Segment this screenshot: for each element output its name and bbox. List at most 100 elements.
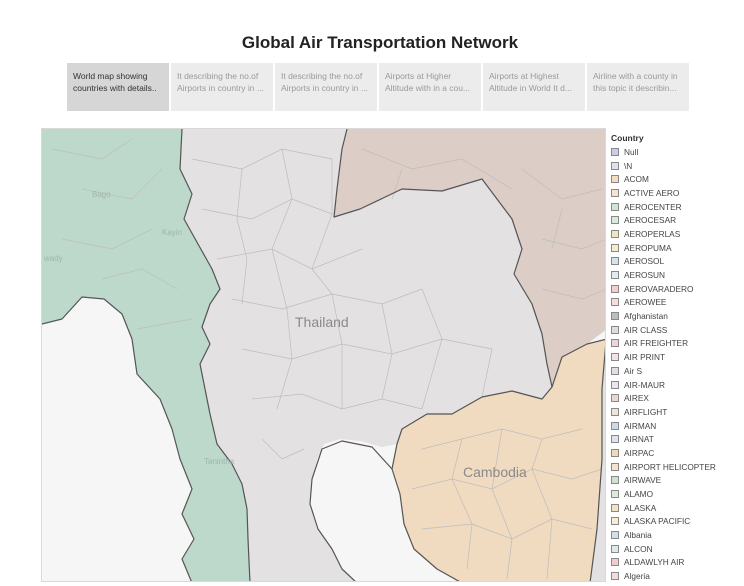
legend-item[interactable]: ALCON: [611, 542, 741, 556]
legend-item[interactable]: ALASKA PACIFIC: [611, 515, 741, 529]
legend-label: ACOM: [624, 174, 649, 185]
legend-title: Country: [611, 133, 644, 143]
legend-swatch: [611, 366, 619, 375]
legend-item[interactable]: ALDAWLYH AIR: [611, 556, 741, 570]
tab-airports-count-2[interactable]: It describing the no.of Airports in coun…: [275, 63, 377, 111]
legend-swatch: [611, 380, 619, 389]
legend-item[interactable]: Null: [611, 145, 741, 159]
legend-item[interactable]: ACOM: [611, 172, 741, 186]
region-vietnam: [590, 353, 605, 581]
legend-label: Afghanistan: [624, 311, 668, 322]
legend-swatch: [611, 202, 619, 211]
tab-line: Altitude in World It d...: [489, 83, 572, 93]
tab-higher-altitude[interactable]: Airports at Higher Altitude with in a co…: [379, 63, 481, 111]
legend-item[interactable]: AIREX: [611, 391, 741, 405]
tab-line: Airports at Highest: [489, 71, 559, 81]
legend-item[interactable]: AEROVARADERO: [611, 282, 741, 296]
legend-label: AEROCESAR: [624, 215, 677, 226]
legend-swatch: [611, 353, 619, 362]
tab-airline-country[interactable]: Airline with a county in this topic it d…: [587, 63, 689, 111]
legend-item[interactable]: AEROSOL: [611, 255, 741, 269]
province-borders: [51, 138, 605, 580]
tab-world-map[interactable]: World map showing countries with details…: [67, 63, 169, 111]
legend-label: AEROVARADERO: [624, 283, 694, 294]
legend-label: AEROWEE: [624, 297, 667, 308]
legend-item[interactable]: Albania: [611, 528, 741, 542]
legend-label: AIR FREIGHTER: [624, 338, 689, 349]
legend-swatch: [611, 257, 619, 266]
label-bago: Bago: [92, 190, 111, 199]
legend-label: ALCON: [624, 543, 653, 554]
legend-item[interactable]: ACTIVE AERO: [611, 186, 741, 200]
legend-swatch: [611, 462, 619, 471]
label-thailand: Thailand: [295, 314, 349, 330]
legend-label: AIRPORT HELICOPTER: [624, 461, 716, 472]
legend-swatch: [611, 175, 619, 184]
legend-item[interactable]: AIR CLASS: [611, 323, 741, 337]
legend-label: AIRPAC: [624, 447, 655, 458]
label-cambodia: Cambodia: [463, 464, 527, 480]
legend-label: AIR-MAUR: [624, 379, 666, 390]
legend-label: AIRFLIGHT: [624, 406, 668, 417]
legend-swatch: [611, 339, 619, 348]
legend-item[interactable]: AIRWAVE: [611, 474, 741, 488]
legend-swatch: [611, 476, 619, 485]
legend-item[interactable]: AIRPAC: [611, 446, 741, 460]
legend-label: AIREX: [624, 393, 649, 404]
tab-line: countries with details..: [73, 83, 157, 93]
legend-item[interactable]: AIR PRINT: [611, 350, 741, 364]
legend-item[interactable]: AIR-MAUR: [611, 378, 741, 392]
legend-item[interactable]: AEROCENTER: [611, 200, 741, 214]
legend-swatch: [611, 558, 619, 567]
legend-swatch: [611, 544, 619, 553]
legend-swatch: [611, 448, 619, 457]
legend-item[interactable]: Afghanistan: [611, 309, 741, 323]
gulf-of-thailand: [310, 441, 459, 581]
legend-item[interactable]: Air S: [611, 364, 741, 378]
legend-swatch: [611, 312, 619, 321]
legend-item[interactable]: AEROPERLAS: [611, 227, 741, 241]
legend-swatch: [611, 517, 619, 526]
legend-label: \N: [624, 160, 633, 171]
dashboard-title: Global Air Transportation Network: [241, 33, 519, 52]
legend-item[interactable]: Algeria: [611, 569, 741, 583]
legend-item[interactable]: \N: [611, 159, 741, 173]
region-thailand: [180, 129, 552, 581]
legend-swatch: [611, 188, 619, 197]
tab-line: World map showing: [73, 71, 148, 81]
legend-item[interactable]: AEROWEE: [611, 296, 741, 310]
tab-line: Airports in country in ...: [281, 83, 368, 93]
legend-swatch: [611, 435, 619, 444]
legend-item[interactable]: AIRFLIGHT: [611, 405, 741, 419]
tab-highest-altitude[interactable]: Airports at Highest Altitude in World It…: [483, 63, 585, 111]
legend-label: ALAMO: [624, 489, 654, 500]
legend-item[interactable]: ALAMO: [611, 487, 741, 501]
legend-item[interactable]: AEROSUN: [611, 268, 741, 282]
legend-swatch: [611, 325, 619, 334]
story-navigator: World map showing countries with details…: [67, 63, 689, 111]
legend-item[interactable]: AIRNAT: [611, 432, 741, 446]
legend-item[interactable]: ALASKA: [611, 501, 741, 515]
legend-swatch: [611, 298, 619, 307]
legend-swatch: [611, 503, 619, 512]
legend-label: Air S: [624, 365, 642, 376]
legend-item[interactable]: AEROPUMA: [611, 241, 741, 255]
legend-label: AIRWAVE: [624, 475, 662, 486]
map-view[interactable]: Thailand Cambodia Bago Kayin wady Tanint…: [41, 128, 606, 582]
tab-airports-count-1[interactable]: It describing the no.of Airports in coun…: [171, 63, 273, 111]
legend-item[interactable]: AIRMAN: [611, 419, 741, 433]
label-ywady: wady: [43, 254, 63, 263]
legend-item[interactable]: AIRPORT HELICOPTER: [611, 460, 741, 474]
tab-line: this topic it describin...: [593, 83, 677, 93]
legend-label: AIR PRINT: [624, 352, 666, 363]
country-borders: [42, 129, 605, 581]
legend-label: AEROPERLAS: [624, 228, 681, 239]
legend-swatch: [611, 271, 619, 280]
region-laos: [334, 129, 605, 387]
legend-item[interactable]: AIR FREIGHTER: [611, 337, 741, 351]
legend-swatch: [611, 407, 619, 416]
legend-item[interactable]: AEROCESAR: [611, 213, 741, 227]
country-legend: Country Null \N ACOM ACTIVE AERO AEROCENTER A…: [611, 133, 741, 583]
legend-swatch: [611, 284, 619, 293]
legend-label: AEROPUMA: [624, 242, 672, 253]
